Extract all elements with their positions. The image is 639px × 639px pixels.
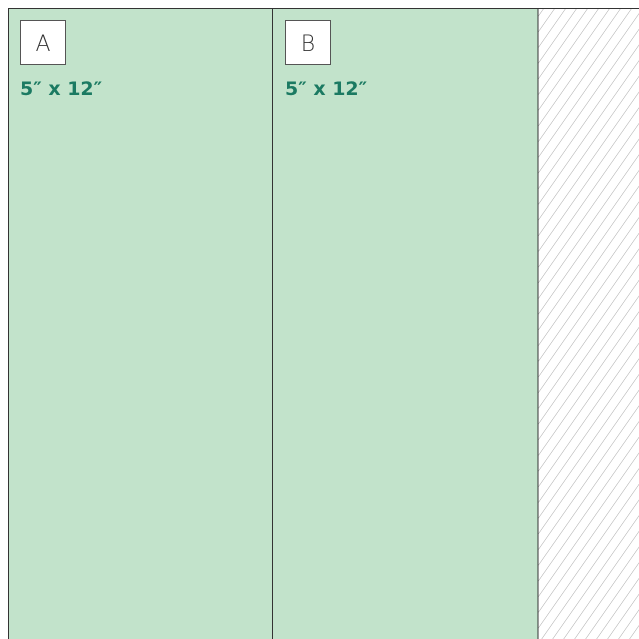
piece-label: B — [301, 32, 315, 57]
label-box — [20, 20, 66, 65]
piece-size: 5″ x 12″ — [285, 78, 368, 100]
label-box — [285, 20, 331, 65]
piece-label: A — [35, 32, 50, 57]
piece-a — [8, 8, 273, 639]
waste-area — [538, 8, 639, 639]
piece-size: 5″ x 12″ — [20, 78, 103, 100]
piece-b — [272, 8, 539, 639]
